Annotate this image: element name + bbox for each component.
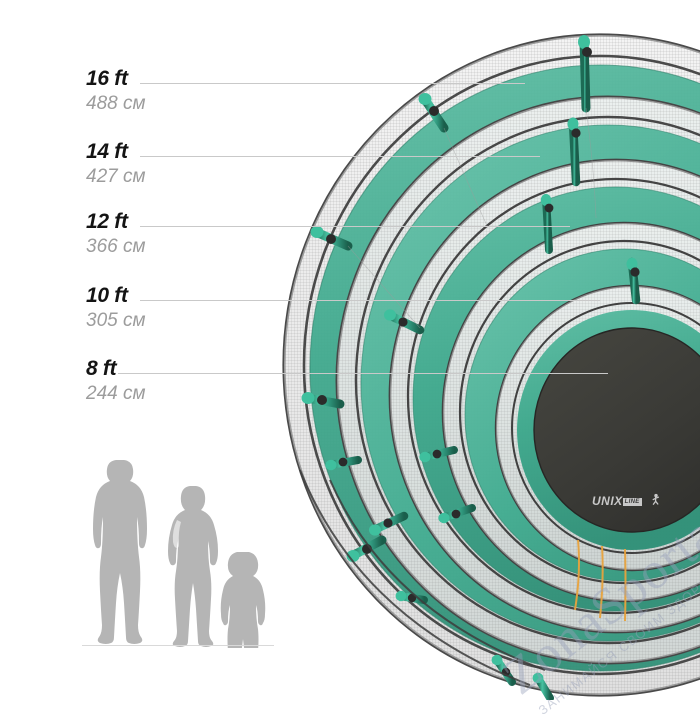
adult-female-silhouette — [168, 486, 218, 647]
springs — [574, 539, 627, 622]
logo-suffix-text: LINE — [622, 498, 642, 506]
size-8ft: 8 ft 244 см — [86, 358, 146, 403]
size-10ft: 10 ft 305 см — [86, 285, 146, 330]
size-14ft-feet: 14 ft — [86, 140, 128, 163]
size-14ft: 14 ft 427 см — [86, 141, 146, 186]
ground-line — [82, 645, 274, 646]
size-16ft-leader-line — [140, 83, 525, 84]
frame-rails — [299, 469, 546, 686]
size-12ft-leader-line — [140, 226, 570, 227]
trampoline-8ft — [494, 284, 700, 622]
size-12ft-cm: 366 см — [86, 236, 146, 257]
size-16ft: 16 ft 488 см — [86, 68, 146, 113]
size-12ft-feet: 12 ft — [86, 210, 128, 233]
size-8ft-feet: 8 ft — [86, 357, 117, 380]
size-14ft-leader-line — [140, 156, 540, 157]
size-16ft-feet: 16 ft — [86, 67, 128, 90]
size-8ft-leader-line — [118, 373, 608, 374]
child-silhouette — [220, 552, 266, 648]
size-8ft-cm: 244 см — [86, 383, 146, 404]
adult-male-silhouette — [93, 460, 147, 644]
size-12ft: 12 ft 366 см — [86, 211, 146, 256]
size-14ft-cm: 427 см — [86, 166, 146, 187]
jumping-mat — [534, 328, 700, 532]
size-16ft-cm: 488 см — [86, 93, 146, 114]
size-10ft-leader-line — [140, 300, 600, 301]
unix-line-logo: UNIX LINE — [592, 492, 661, 510]
size-10ft-cm: 305 см — [86, 310, 146, 331]
enclosure-poles — [301, 35, 641, 700]
size-10ft-feet: 10 ft — [86, 284, 128, 307]
jumper-figure-icon — [652, 493, 660, 505]
human-scale-reference — [93, 460, 266, 648]
logo-brand-text: UNIX — [592, 494, 623, 508]
